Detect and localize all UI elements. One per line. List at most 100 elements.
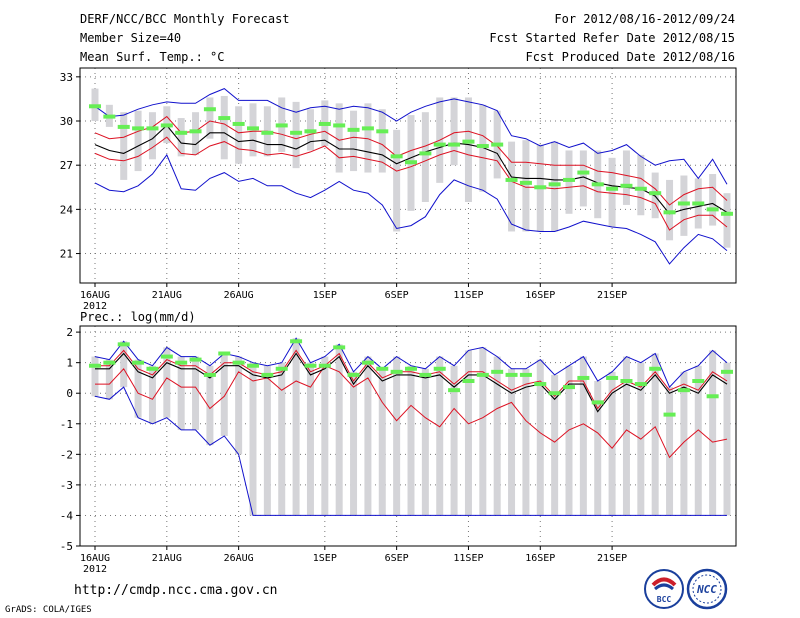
y-tick-label: -3: [60, 479, 73, 492]
median-marker: [519, 372, 532, 377]
spread-box: [350, 371, 358, 516]
median-marker: [117, 342, 130, 347]
median-marker: [548, 391, 561, 396]
series-p_low-line: [94, 136, 728, 231]
spread-box: [378, 109, 386, 173]
spread-box: [177, 356, 185, 430]
median-marker: [692, 201, 705, 206]
y-tick-label: 0: [66, 387, 73, 400]
spread-box: [421, 112, 429, 203]
spread-box: [709, 350, 717, 516]
median-marker: [347, 127, 360, 132]
spread-box: [263, 365, 271, 516]
median-marker: [534, 185, 547, 190]
median-marker: [419, 151, 432, 156]
median-marker: [290, 130, 303, 135]
spread-box: [206, 365, 214, 446]
median-marker: [462, 379, 475, 383]
spread-box: [680, 175, 688, 236]
y-tick-label: 21: [60, 248, 73, 261]
x-tick-label: 16AUG: [80, 553, 110, 564]
spread-box: [220, 353, 228, 436]
spread-box: [249, 362, 257, 516]
median-marker: [591, 182, 604, 187]
median-marker: [591, 400, 604, 405]
y-tick-label: 2: [66, 326, 73, 339]
x-tick-label: 1SEP: [313, 290, 337, 301]
median-marker: [649, 191, 662, 196]
spread-box: [134, 110, 142, 172]
plot-frame: [79, 325, 737, 547]
spread-box: [192, 356, 200, 430]
median-marker: [333, 345, 346, 350]
x-tick-label: 1SEP: [313, 553, 337, 564]
spread-box: [235, 106, 243, 164]
median-marker: [275, 366, 288, 371]
series-mean-line: [95, 352, 728, 413]
chart-title: DERF/NCC/BCC Monthly Forecast: [80, 12, 290, 26]
spread-box: [105, 359, 113, 400]
median-marker: [534, 382, 547, 387]
median-marker: [433, 142, 446, 147]
spread-box: [666, 387, 674, 516]
spread-box: [450, 365, 458, 516]
median-marker: [132, 126, 145, 131]
median-marker: [175, 360, 188, 365]
spread-box: [378, 368, 386, 516]
spread-box: [364, 103, 372, 173]
median-marker: [347, 372, 360, 377]
spread-box: [177, 118, 185, 157]
x-tick-label: 21SEP: [597, 553, 627, 564]
median-marker: [261, 372, 274, 377]
median-marker: [175, 130, 188, 135]
median-marker: [146, 126, 159, 131]
median-marker: [519, 180, 532, 185]
median-marker: [232, 121, 245, 126]
median-marker: [577, 170, 590, 175]
spread-box: [278, 362, 286, 516]
ncc-logo-text: NCC: [696, 583, 717, 596]
median-marker: [462, 139, 475, 144]
median-marker: [405, 366, 417, 371]
spread-box: [594, 381, 602, 516]
median-marker: [419, 372, 432, 377]
median-marker: [405, 160, 417, 165]
spread-box: [551, 141, 559, 232]
produced-date: Fcst Produced Date 2012/08/16: [525, 50, 735, 64]
median-marker: [189, 357, 202, 362]
median-marker: [448, 388, 461, 393]
spread-box: [148, 365, 156, 424]
spread-box: [292, 338, 300, 516]
spread-box: [637, 154, 645, 216]
spread-box: [479, 104, 487, 192]
bcc-logo-text: BCC: [657, 595, 672, 604]
median-marker: [146, 366, 159, 371]
median-marker: [563, 177, 575, 182]
median-marker: [721, 211, 733, 216]
median-marker: [663, 412, 676, 417]
median-marker: [721, 369, 733, 374]
median-marker: [103, 360, 116, 365]
median-marker: [247, 126, 259, 131]
spread-box: [493, 356, 501, 516]
spread-box: [551, 374, 559, 516]
source-url[interactable]: http://cmdp.ncc.cma.gov.cn: [74, 583, 278, 598]
y-tick-label: -5: [60, 540, 73, 553]
spread-box: [536, 359, 544, 516]
forecast-period: For 2012/08/16-2012/09/24: [554, 12, 735, 26]
spread-box: [148, 112, 156, 160]
median-marker: [333, 123, 346, 128]
spread-box: [393, 129, 401, 232]
spread-box: [579, 150, 587, 207]
median-marker: [160, 123, 173, 128]
grads-credit: GrADS: COLA/IGES: [5, 605, 92, 615]
median-marker: [677, 201, 690, 206]
spread-box: [220, 95, 228, 160]
median-marker: [361, 126, 374, 131]
x-year-label: 2012: [83, 301, 107, 312]
panel-0: [76, 67, 737, 287]
bcc-logo: BCC: [644, 569, 684, 609]
started-date: Fcst Started Refer Date 2012/08/15: [489, 31, 735, 45]
spread-box: [120, 112, 128, 180]
